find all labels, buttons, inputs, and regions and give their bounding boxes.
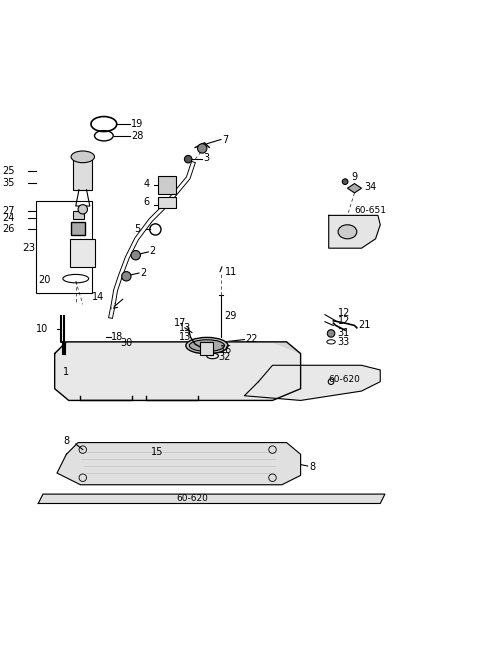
Text: 14: 14 xyxy=(92,293,104,303)
Circle shape xyxy=(198,144,207,153)
Text: 22: 22 xyxy=(245,334,258,344)
Text: 25: 25 xyxy=(2,166,15,176)
Bar xyxy=(70,239,96,267)
Text: 4: 4 xyxy=(144,178,150,189)
Text: 19: 19 xyxy=(131,119,143,129)
Bar xyxy=(158,176,176,194)
Text: 1: 1 xyxy=(62,367,69,377)
Text: 27: 27 xyxy=(2,205,15,215)
Bar xyxy=(36,201,92,293)
Text: 12: 12 xyxy=(338,308,350,318)
Text: 26: 26 xyxy=(2,225,15,235)
Text: 9: 9 xyxy=(351,172,357,182)
Text: 17: 17 xyxy=(174,318,187,328)
Polygon shape xyxy=(244,365,380,400)
Text: 32: 32 xyxy=(218,352,231,362)
Text: 12: 12 xyxy=(338,316,350,326)
Text: 20: 20 xyxy=(38,275,51,285)
Polygon shape xyxy=(329,215,380,248)
Bar xyxy=(73,211,84,219)
Polygon shape xyxy=(348,184,361,193)
Ellipse shape xyxy=(338,225,357,239)
Ellipse shape xyxy=(71,151,95,163)
Text: 13: 13 xyxy=(179,323,191,332)
Ellipse shape xyxy=(186,337,228,354)
Text: 5: 5 xyxy=(134,223,140,233)
Bar xyxy=(71,222,85,235)
Bar xyxy=(158,197,177,208)
Polygon shape xyxy=(57,443,300,485)
Circle shape xyxy=(121,271,131,281)
Text: 8: 8 xyxy=(309,462,315,472)
Text: 18: 18 xyxy=(111,332,123,342)
Text: 30: 30 xyxy=(120,338,132,348)
Text: 34: 34 xyxy=(364,182,376,192)
Text: 60-620: 60-620 xyxy=(329,375,360,384)
Text: 6: 6 xyxy=(144,198,150,207)
Text: 28: 28 xyxy=(131,131,144,141)
Text: 35: 35 xyxy=(2,178,15,188)
Text: 11: 11 xyxy=(225,267,237,277)
Text: 21: 21 xyxy=(358,320,370,330)
Circle shape xyxy=(327,330,335,337)
Text: 3: 3 xyxy=(203,153,209,163)
Text: 23: 23 xyxy=(22,243,35,253)
Circle shape xyxy=(342,179,348,184)
Ellipse shape xyxy=(189,340,225,352)
Text: 29: 29 xyxy=(225,311,237,321)
Circle shape xyxy=(131,251,140,260)
Text: 31: 31 xyxy=(337,329,349,338)
Bar xyxy=(200,342,213,355)
Polygon shape xyxy=(38,494,385,503)
Circle shape xyxy=(78,205,87,214)
Text: 33: 33 xyxy=(337,337,349,347)
Text: 10: 10 xyxy=(36,324,48,334)
Text: 8: 8 xyxy=(63,436,70,446)
Text: 7: 7 xyxy=(222,134,228,144)
Text: 16: 16 xyxy=(219,345,232,355)
Text: 2: 2 xyxy=(149,247,156,257)
Bar xyxy=(73,157,92,190)
Circle shape xyxy=(184,156,192,163)
Text: 60-651: 60-651 xyxy=(354,206,386,215)
Polygon shape xyxy=(55,342,300,354)
Text: 13: 13 xyxy=(179,332,191,342)
Text: 24: 24 xyxy=(2,213,15,223)
Text: 60-620: 60-620 xyxy=(177,494,208,503)
Polygon shape xyxy=(55,342,300,400)
Text: 2: 2 xyxy=(140,267,146,277)
Text: 15: 15 xyxy=(151,447,163,457)
